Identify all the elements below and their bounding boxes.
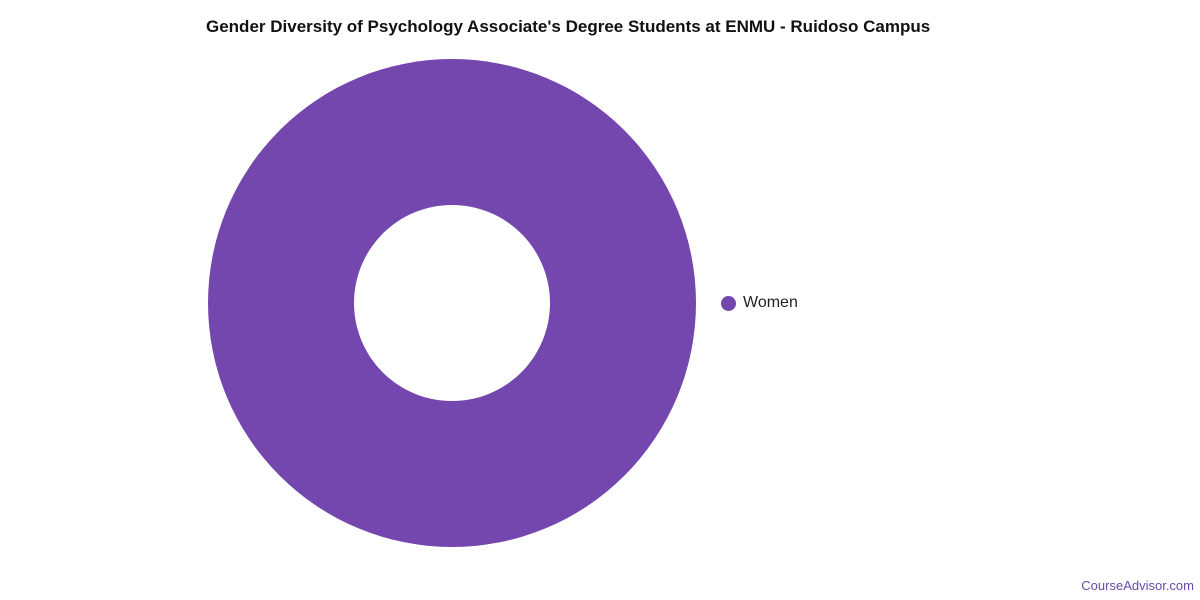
legend: Women (721, 294, 798, 312)
legend-item: Women (721, 294, 798, 312)
credit-link[interactable]: CourseAdvisor.com (1081, 578, 1194, 593)
legend-marker-icon (721, 295, 736, 311)
pie-slice-women (208, 59, 696, 547)
chart-title: Gender Diversity of Psychology Associate… (206, 17, 931, 36)
legend-label: Women (743, 294, 798, 311)
